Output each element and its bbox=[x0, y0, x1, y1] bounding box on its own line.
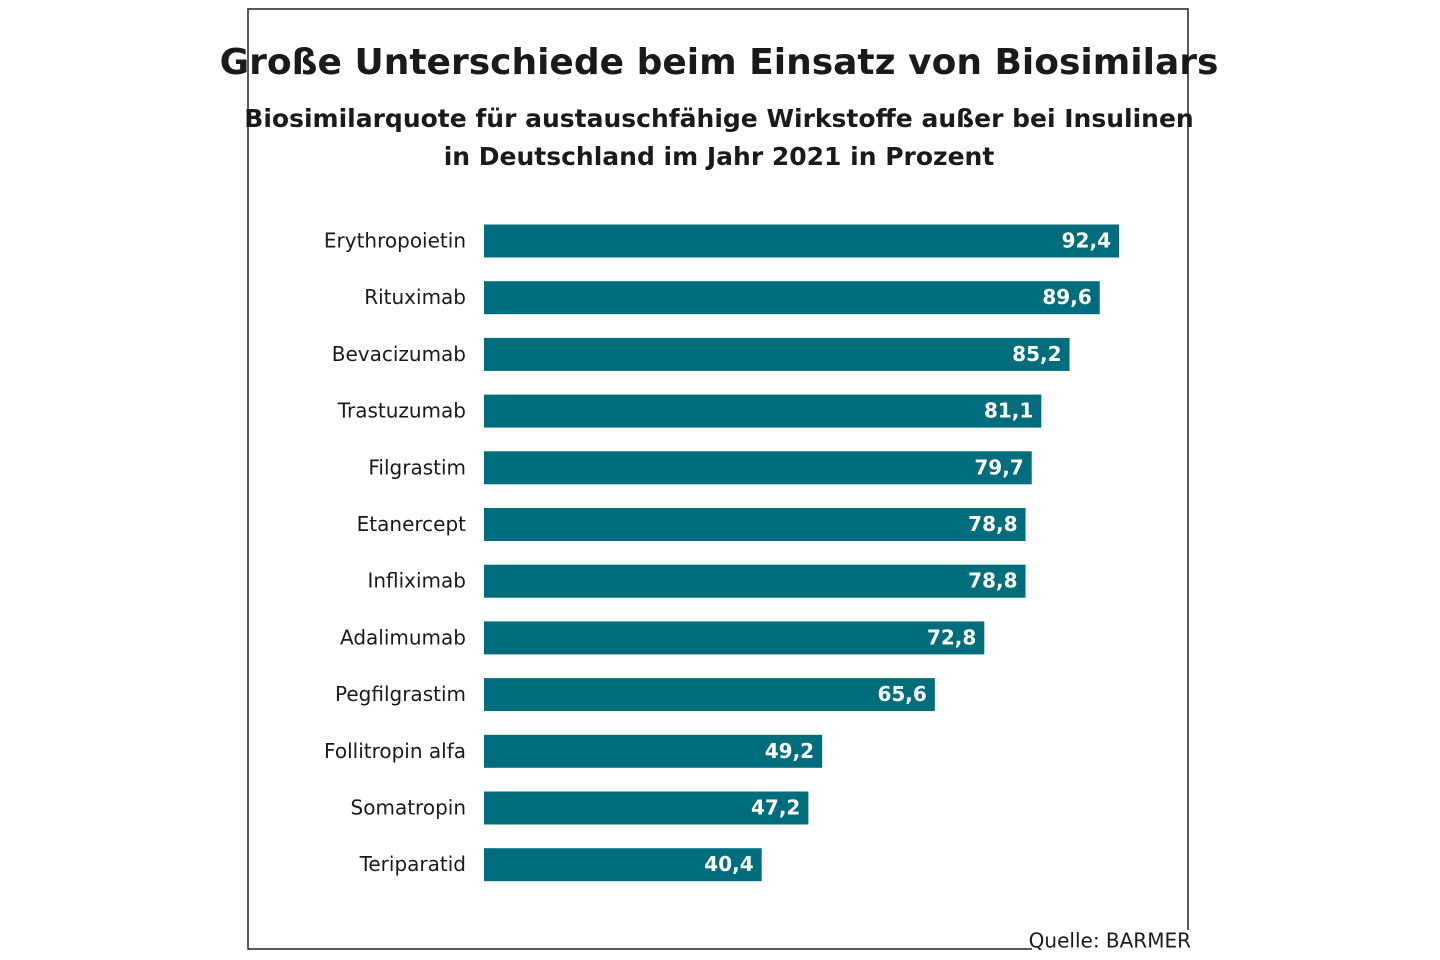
chart-subtitle: Biosimilarquote für austauschfähige Wirk… bbox=[244, 104, 1193, 133]
frame bbox=[247, 8, 1189, 950]
chart-title: Große Unterschiede beim Einsatz von Bios… bbox=[220, 42, 1219, 83]
category-label: Etanercept bbox=[357, 512, 466, 536]
bar bbox=[484, 281, 1100, 315]
source: Quelle: BARMER bbox=[1029, 929, 1191, 953]
value-label: 78,8 bbox=[968, 512, 1017, 536]
category-label: Erythropoietin bbox=[324, 229, 466, 253]
value-label: 49,2 bbox=[765, 739, 814, 763]
bar bbox=[484, 394, 1042, 428]
bar bbox=[484, 791, 809, 825]
value-label: 92,4 bbox=[1062, 229, 1111, 253]
category-label: Pegfilgrastim bbox=[335, 682, 466, 706]
bar bbox=[484, 508, 1026, 541]
category-label: Rituximab bbox=[364, 285, 466, 309]
category-label: Filgrastim bbox=[368, 455, 466, 479]
bar bbox=[484, 734, 823, 768]
category-label: Follitropin alfa bbox=[324, 739, 466, 763]
value-label: 65,6 bbox=[877, 682, 926, 706]
value-label: 72,8 bbox=[927, 625, 976, 649]
bar bbox=[484, 224, 1119, 258]
value-label: 47,2 bbox=[751, 796, 800, 820]
category-label: Somatropin bbox=[351, 796, 466, 820]
value-label: 81,1 bbox=[984, 399, 1033, 423]
bar bbox=[484, 678, 935, 712]
bar bbox=[484, 451, 1032, 485]
category-label: Adalimumab bbox=[340, 625, 466, 649]
category-label: Bevacizumab bbox=[332, 342, 466, 366]
chart-subtitle: in Deutschland im Jahr 2021 in Prozent bbox=[444, 142, 995, 171]
value-label: 85,2 bbox=[1012, 342, 1061, 366]
value-label: 79,7 bbox=[974, 455, 1023, 479]
category-label: Trastuzumab bbox=[337, 399, 466, 423]
value-label: 89,6 bbox=[1042, 285, 1091, 309]
category-label: Infliximab bbox=[367, 569, 466, 593]
bar bbox=[484, 337, 1070, 371]
bar bbox=[484, 621, 985, 655]
value-label: 78,8 bbox=[968, 569, 1017, 593]
value-label: 40,4 bbox=[704, 852, 753, 876]
bar bbox=[484, 564, 1026, 598]
bar bbox=[484, 848, 762, 882]
category-label: Teriparatid bbox=[359, 852, 466, 876]
